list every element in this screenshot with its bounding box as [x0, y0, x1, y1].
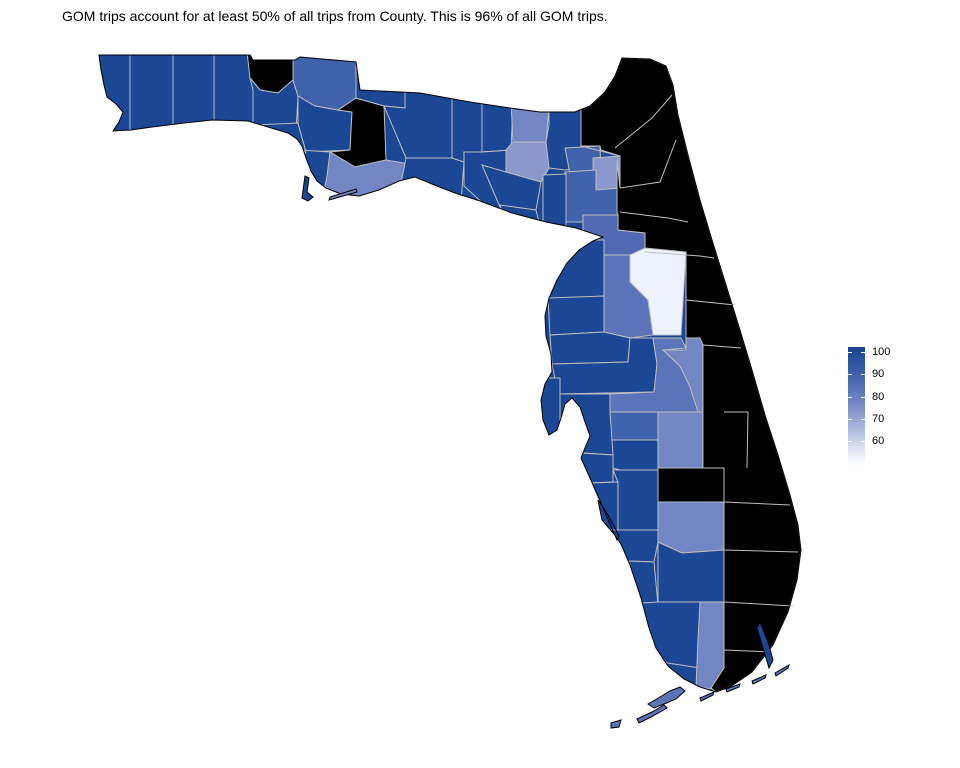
- county-region-sarasota: [564, 481, 619, 535]
- county-region-lee: [599, 559, 659, 608]
- black-region-border-2: [580, 145, 621, 157]
- legend-tick-label-70: 70: [872, 413, 885, 425]
- county-region-santa-rosa: [129, 55, 174, 141]
- legend-gradient-bar: [848, 347, 865, 465]
- legend-tick-mark: [848, 397, 852, 398]
- county-region-gadsden: [355, 57, 409, 109]
- county-region-desoto: [612, 469, 659, 533]
- black-region-border-4: [619, 211, 689, 223]
- legend-tick-mark: [861, 419, 865, 420]
- black-region-border-5: [644, 251, 715, 259]
- legend-tick-mark: [848, 352, 852, 353]
- legend-tick-label-100: 100: [872, 346, 891, 358]
- black-region-border-1: [614, 94, 673, 149]
- county-region-madison: [481, 68, 514, 153]
- legend-tick-mark: [848, 419, 852, 420]
- island-keys-6: [751, 674, 767, 685]
- county-region-walton: [213, 55, 254, 141]
- island-keys-1: [610, 719, 622, 729]
- county-region-gilchrist: [542, 173, 567, 236]
- legend-tick-label-60: 60: [872, 435, 885, 447]
- county-region-okaloosa: [172, 55, 215, 141]
- county-region-hamilton: [505, 97, 550, 143]
- island-keys-4: [699, 691, 715, 702]
- county-region-polk-se: [604, 411, 659, 441]
- island-keys-2: [636, 704, 668, 724]
- plot-title: GOM trips account for at least 50% of al…: [62, 8, 608, 24]
- county-region-glades: [657, 501, 725, 554]
- island-st-joseph-spit: [301, 175, 314, 202]
- county-region-pinellas: [537, 377, 561, 443]
- island-st-george-island: [328, 188, 358, 201]
- county-region-osceola-south: [657, 411, 704, 469]
- county-region-gulf: [292, 149, 331, 203]
- legend-tick-mark: [861, 374, 865, 375]
- black-region-border-3: [619, 139, 677, 189]
- legend: 100 90 80 70 60: [848, 346, 958, 472]
- island-se-barrier-island: [756, 620, 774, 670]
- legend-tick-label-90: 90: [872, 368, 885, 380]
- black-region-border-10: [723, 549, 799, 553]
- county-region-hernando: [549, 331, 631, 365]
- county-region-lafayette: [481, 164, 542, 211]
- island-keys-7: [774, 663, 790, 677]
- black-region-border-9: [723, 501, 791, 506]
- black-region-border-6: [685, 299, 736, 306]
- legend-tick-mark: [861, 397, 865, 398]
- legend-tick-mark: [861, 352, 865, 353]
- island-layer: [301, 175, 790, 729]
- county-region-escambia: [99, 55, 131, 141]
- black-region-border-11: [723, 601, 794, 607]
- legend-tick-mark: [848, 374, 852, 375]
- county-region-citrus: [547, 295, 605, 336]
- county-region-manatee: [564, 451, 614, 485]
- island-keys-3: [647, 686, 686, 709]
- county-region-highlands: [657, 467, 725, 503]
- county-region-collier: [611, 601, 701, 669]
- state-outline: [98, 54, 802, 693]
- island-keys-5: [725, 683, 741, 693]
- legend-tick-mark: [848, 441, 852, 442]
- black-region-border-7: [702, 344, 742, 349]
- county-layer: [99, 55, 801, 692]
- black-region-border-8: [724, 411, 749, 469]
- county-region-bay: [252, 122, 307, 179]
- legend-tick-mark: [861, 441, 865, 442]
- county-region-wakulla: [397, 157, 465, 203]
- legend-tick-label-80: 80: [872, 391, 885, 403]
